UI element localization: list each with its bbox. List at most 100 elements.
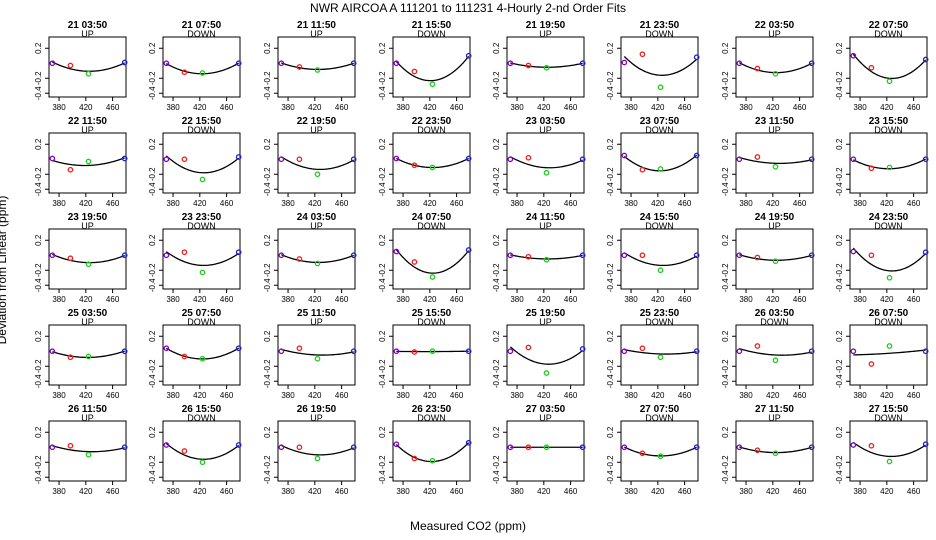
panel-frame (277, 324, 356, 386)
x-tick-label: 460 (335, 391, 349, 400)
x-tick-label: 420 (537, 391, 551, 400)
point-high (808, 444, 815, 451)
y-tick-label: 0.2 (34, 138, 43, 150)
panel-frame (277, 228, 356, 290)
point-center (657, 453, 664, 460)
y-tick-label: -0.4 (606, 86, 615, 100)
point-low (393, 248, 400, 255)
point-center (543, 169, 550, 176)
x-tick-label: 380 (853, 487, 867, 496)
point-center (314, 171, 321, 178)
x-tick-label: 380 (52, 103, 66, 112)
point-mid (181, 249, 188, 256)
panel-title: 22 03:50 (755, 20, 795, 31)
point-low (850, 348, 857, 355)
y-tick-label: -0.4 (492, 182, 501, 196)
point-low (736, 156, 743, 163)
panel-subtitle: UP (81, 125, 94, 135)
panel-title: 25 19:50 (526, 308, 566, 319)
point-center (886, 458, 893, 465)
point-low (163, 156, 170, 163)
point-low (278, 252, 285, 259)
point-center (429, 81, 436, 88)
point-center (199, 355, 206, 362)
panel-title: 23 03:50 (526, 116, 566, 127)
panel-title: 23 15:50 (869, 116, 909, 127)
point-mid (754, 154, 761, 160)
y-tick-label: -0.4 (492, 374, 501, 388)
x-tick-label: 380 (624, 391, 638, 400)
point-mid (525, 253, 532, 260)
x-tick-label: 420 (423, 295, 437, 304)
point-low (393, 60, 400, 67)
x-tick-label: 380 (166, 295, 180, 304)
x-tick-label: 380 (853, 295, 867, 304)
x-tick-label: 460 (793, 103, 807, 112)
point-mid (868, 442, 875, 449)
y-tick-label: 0.2 (721, 426, 730, 438)
point-center (85, 353, 92, 360)
point-mid (525, 154, 532, 161)
y-tick-label: -0.4 (148, 278, 157, 292)
point-center (314, 455, 321, 462)
x-tick-label: 380 (739, 391, 753, 400)
point-mid (639, 252, 646, 259)
x-tick-label: 420 (766, 487, 780, 496)
x-tick-label: 420 (193, 391, 207, 400)
point-high (121, 155, 128, 162)
x-tick-label: 380 (52, 487, 66, 496)
y-tick-label: 0.2 (835, 330, 844, 342)
y-tick-label: -0.4 (263, 470, 272, 484)
point-high (922, 441, 929, 448)
point-high (465, 247, 472, 253)
point-high (693, 152, 700, 159)
x-tick-label: 380 (396, 391, 410, 400)
y-tick-label: 0.2 (721, 330, 730, 342)
panel-title: 21 11:50 (297, 20, 336, 31)
panel-frame (620, 36, 699, 98)
panel-frame (277, 36, 356, 98)
fit-curve (510, 62, 583, 68)
y-tick-label: -0.4 (606, 182, 615, 196)
panel-frame (277, 132, 356, 194)
x-tick-label: 420 (193, 103, 207, 112)
y-tick-label: -0.2 (378, 167, 387, 181)
fit-curve (739, 446, 812, 454)
point-center (429, 348, 436, 355)
fit-curve (281, 444, 354, 456)
y-tick-label: 0.2 (378, 426, 387, 438)
x-tick-label: 460 (564, 391, 578, 400)
x-tick-label: 460 (907, 199, 921, 208)
panel-frame (506, 420, 585, 482)
fit-curve (52, 157, 125, 167)
y-tick-label: -0.4 (263, 374, 272, 388)
panel-title: 25 15:50 (412, 308, 452, 319)
y-tick-label: 0.2 (721, 138, 730, 150)
point-center (314, 260, 321, 267)
x-tick-label: 460 (220, 103, 234, 112)
point-center (886, 78, 893, 85)
panel-title: 22 11:50 (68, 116, 107, 127)
panel-subtitle: DOWN (187, 221, 216, 231)
panel-subtitle: UP (310, 317, 323, 327)
point-mid (296, 64, 303, 70)
panel-subtitle: DOWN (187, 125, 216, 135)
x-tick-label: 380 (510, 391, 524, 400)
x-tick-label: 420 (766, 103, 780, 112)
y-tick-label: -0.4 (721, 470, 730, 484)
y-tick-label: -0.2 (263, 71, 272, 85)
panel-frame (849, 228, 928, 290)
panel-frame (162, 324, 241, 386)
point-high (693, 252, 700, 259)
fit-curve (281, 254, 354, 264)
panel-frame (506, 324, 585, 386)
y-tick-label: -0.4 (148, 86, 157, 100)
y-tick-label: -0.2 (606, 167, 615, 181)
x-tick-label: 460 (106, 391, 120, 400)
point-mid (639, 166, 646, 173)
x-tick-label: 460 (907, 295, 921, 304)
